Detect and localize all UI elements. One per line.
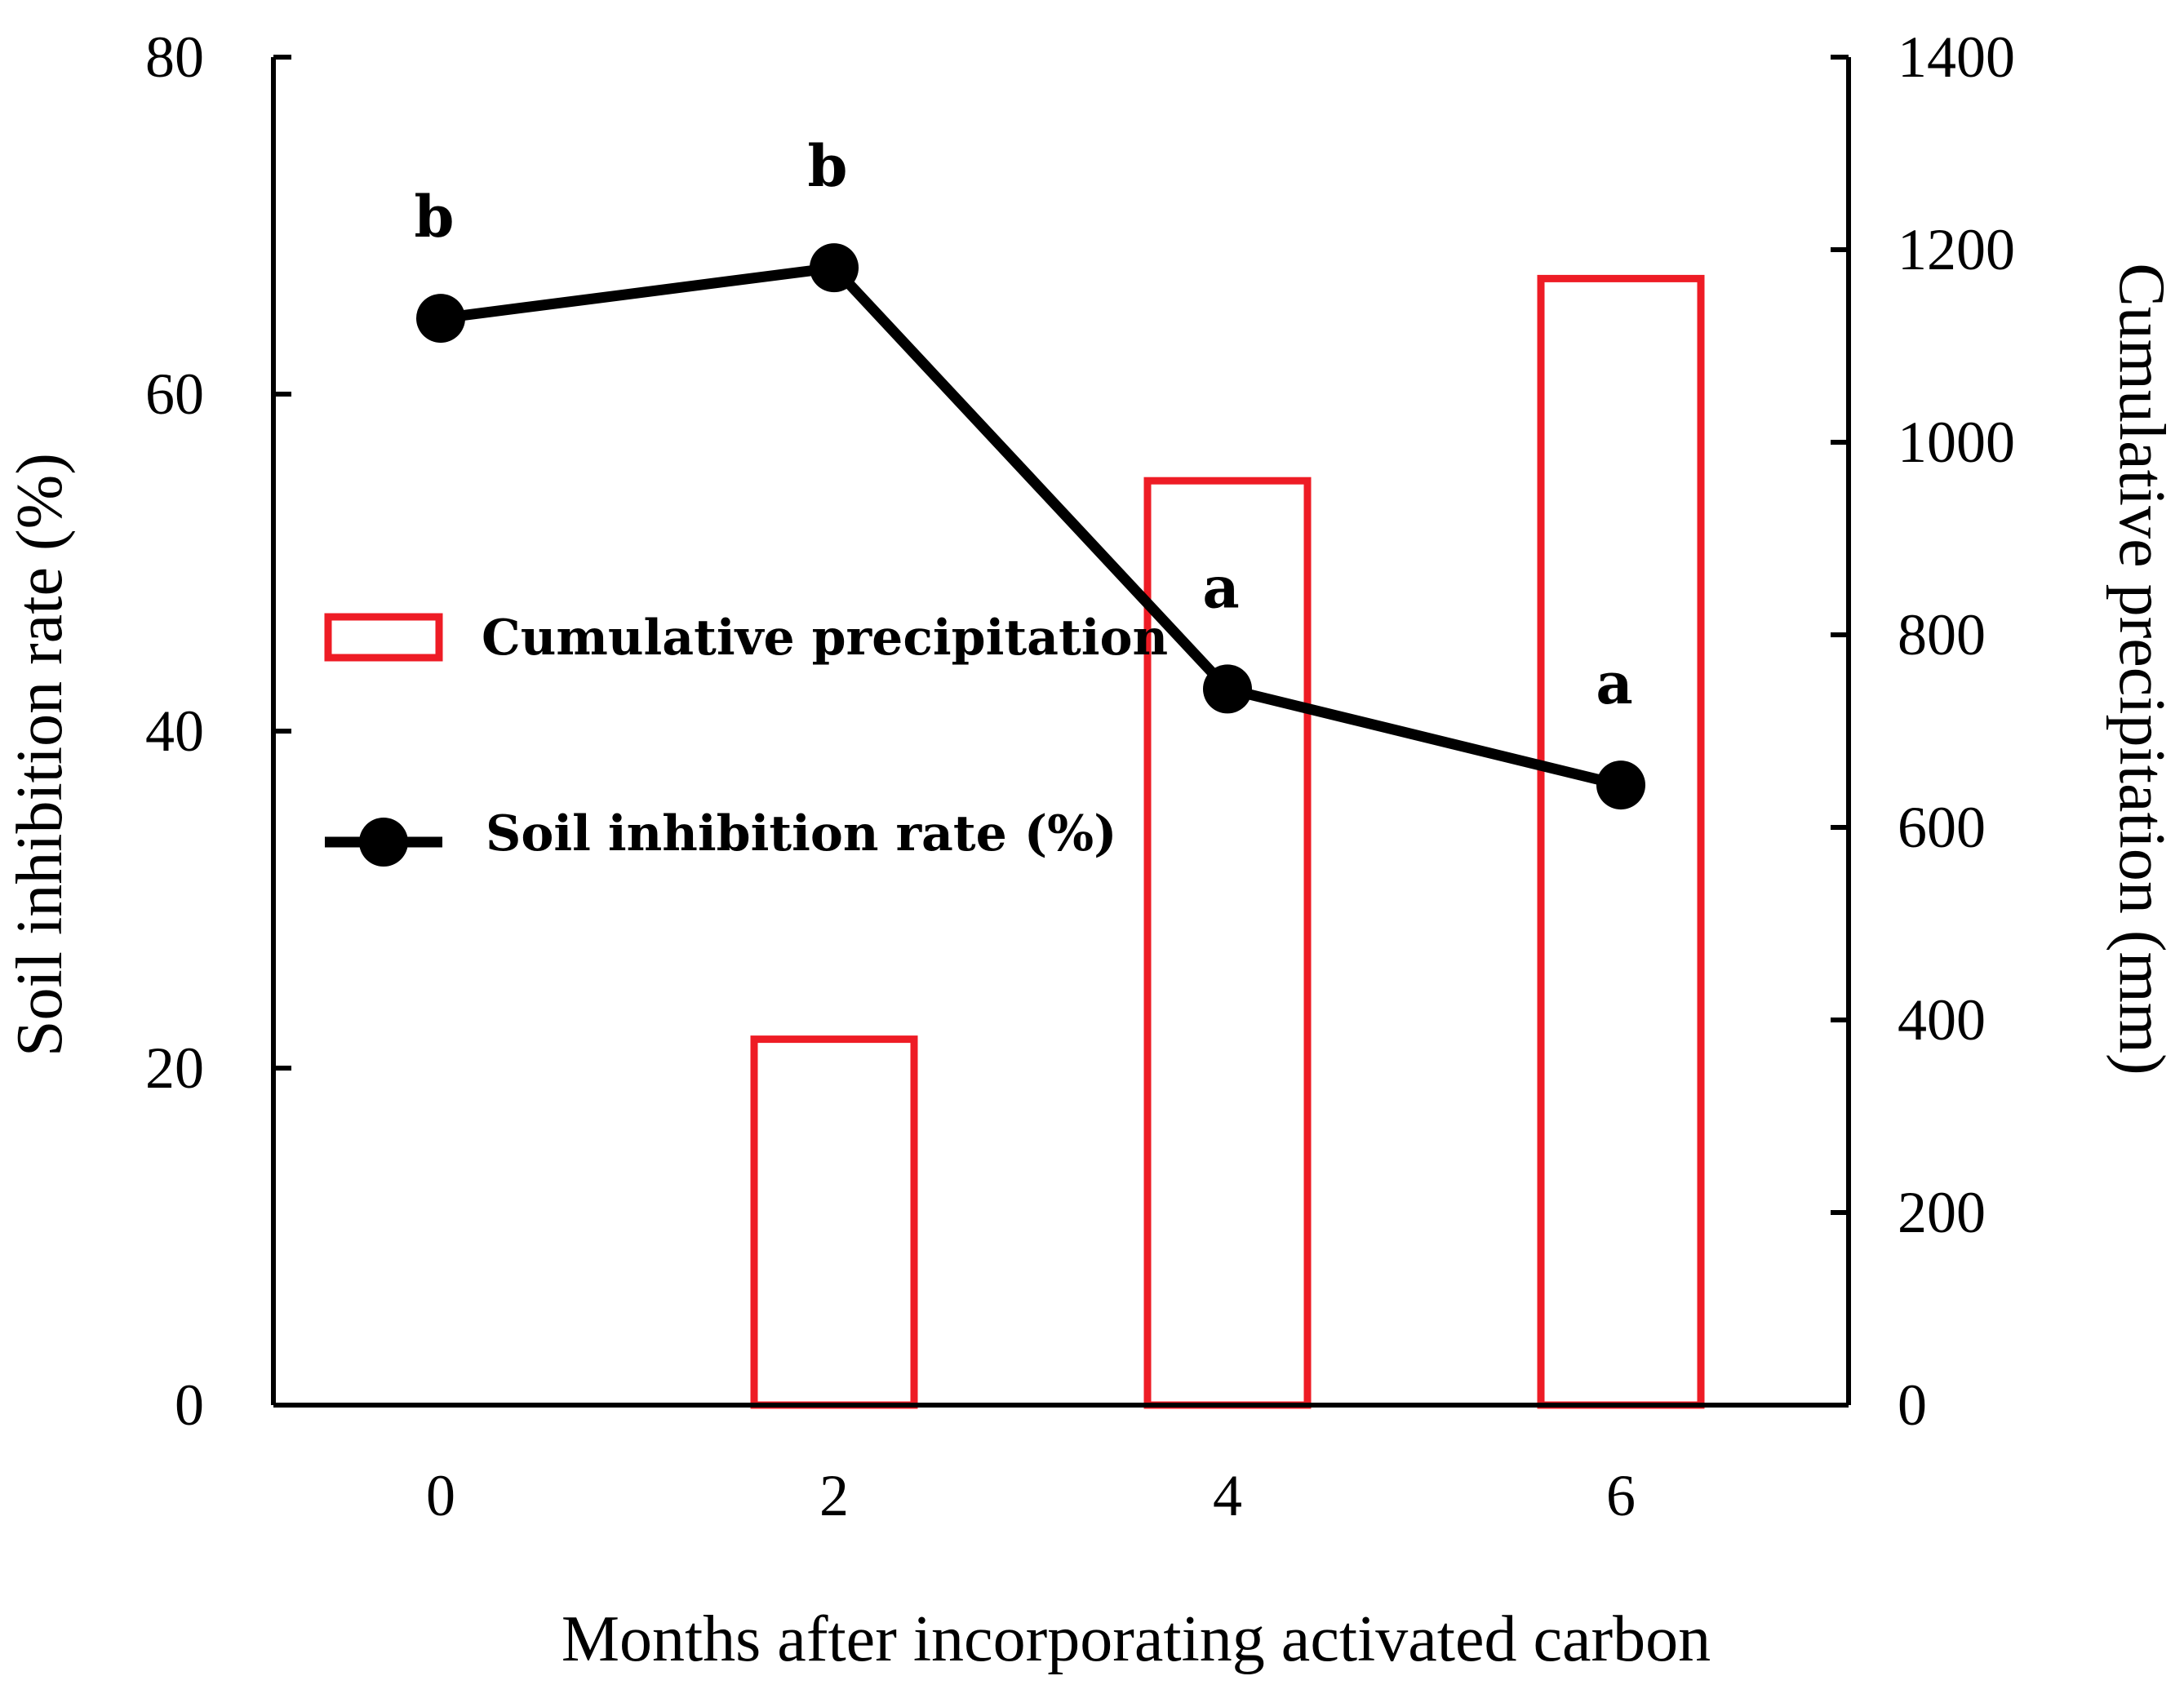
x-tick-label: 4 (1213, 1463, 1242, 1528)
left-y-ticks: 0 20 40 60 80 (145, 24, 291, 1438)
axes: 0 20 40 60 80 0 200 400 600 800 1000 1200 1400 0 2 4 6 (145, 24, 2015, 1528)
right-y-tick-label: 400 (1898, 987, 1986, 1053)
precipitation-bar (1537, 274, 1705, 1409)
left-y-tick-label: 80 (145, 24, 204, 90)
precipitation-bar (750, 1035, 918, 1409)
right-y-tick-label: 600 (1898, 795, 1986, 860)
left-y-tick-label: 20 (145, 1035, 204, 1101)
right-y-tick-label: 800 (1898, 602, 1986, 667)
x-tick-label: 2 (819, 1463, 849, 1528)
legend-bar-swatch (324, 613, 443, 662)
inhibition-rate-point (1203, 664, 1252, 714)
left-y-axis-title: Soil inhibition rate (%) (4, 453, 76, 1057)
x-ticks: 0 2 4 6 (426, 1463, 1636, 1528)
significance-label: b (415, 183, 455, 251)
right-y-tick-label: 200 (1898, 1180, 1986, 1245)
right-y-tick-label: 1400 (1898, 24, 2015, 90)
x-axis-title: Months after incorporating activated car… (562, 1603, 1711, 1675)
legend-marker-swatch (359, 818, 408, 867)
right-y-tick-label: 1000 (1898, 410, 2015, 475)
right-y-axis-title: Cumulative precipitation (mm) (2106, 263, 2177, 1075)
inhibition-rate-point (1596, 760, 1645, 810)
inhibition-rate-line (440, 262, 1622, 791)
legend-label-precipitation: Cumulative precipitation (482, 610, 1168, 667)
line-series: b b a a (415, 132, 1645, 810)
left-y-tick-label: 60 (145, 361, 204, 427)
right-y-ticks: 0 200 400 600 800 1000 1200 1400 (1831, 24, 2015, 1438)
left-y-tick-label: 0 (175, 1372, 204, 1438)
legend: Cumulative precipitation Soil inhibition… (324, 610, 1168, 867)
left-y-tick-label: 40 (145, 698, 204, 764)
significance-label: b (808, 132, 848, 200)
right-y-tick-label: 0 (1898, 1372, 1927, 1438)
right-y-tick-label: 1200 (1898, 217, 2015, 282)
significance-label: a (1202, 553, 1239, 621)
legend-label-inhibition: Soil inhibition rate (%) (486, 805, 1117, 862)
inhibition-rate-point (810, 243, 859, 293)
inhibition-rate-point (416, 294, 465, 344)
x-tick-label: 6 (1606, 1463, 1636, 1528)
significance-label: a (1596, 650, 1632, 717)
x-tick-label: 0 (426, 1463, 455, 1528)
plot-area: b b a a (415, 132, 1705, 1409)
